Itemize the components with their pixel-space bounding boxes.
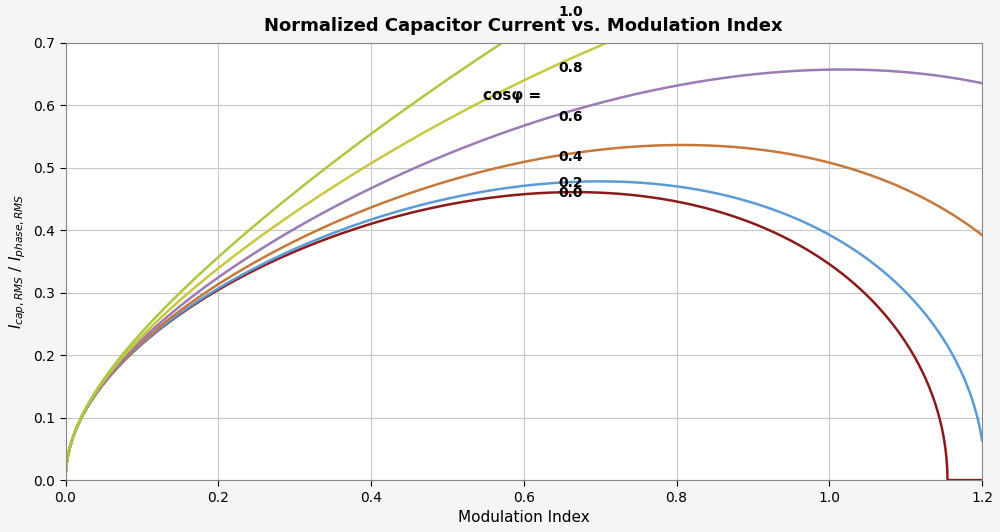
Text: cosφ =: cosφ = (483, 88, 541, 103)
Text: 1.0: 1.0 (558, 5, 583, 19)
Text: 0.6: 0.6 (558, 110, 583, 124)
Text: 0.8: 0.8 (558, 61, 583, 75)
Y-axis label: $I_{cap,RMS}\ /\ I_{phase,RMS}$: $I_{cap,RMS}\ /\ I_{phase,RMS}$ (7, 194, 28, 329)
Text: 0.0: 0.0 (558, 186, 583, 200)
Text: 0.4: 0.4 (558, 150, 583, 164)
X-axis label: Modulation Index: Modulation Index (458, 510, 590, 525)
Text: 0.2: 0.2 (558, 176, 583, 190)
Title: Normalized Capacitor Current vs. Modulation Index: Normalized Capacitor Current vs. Modulat… (264, 18, 783, 36)
